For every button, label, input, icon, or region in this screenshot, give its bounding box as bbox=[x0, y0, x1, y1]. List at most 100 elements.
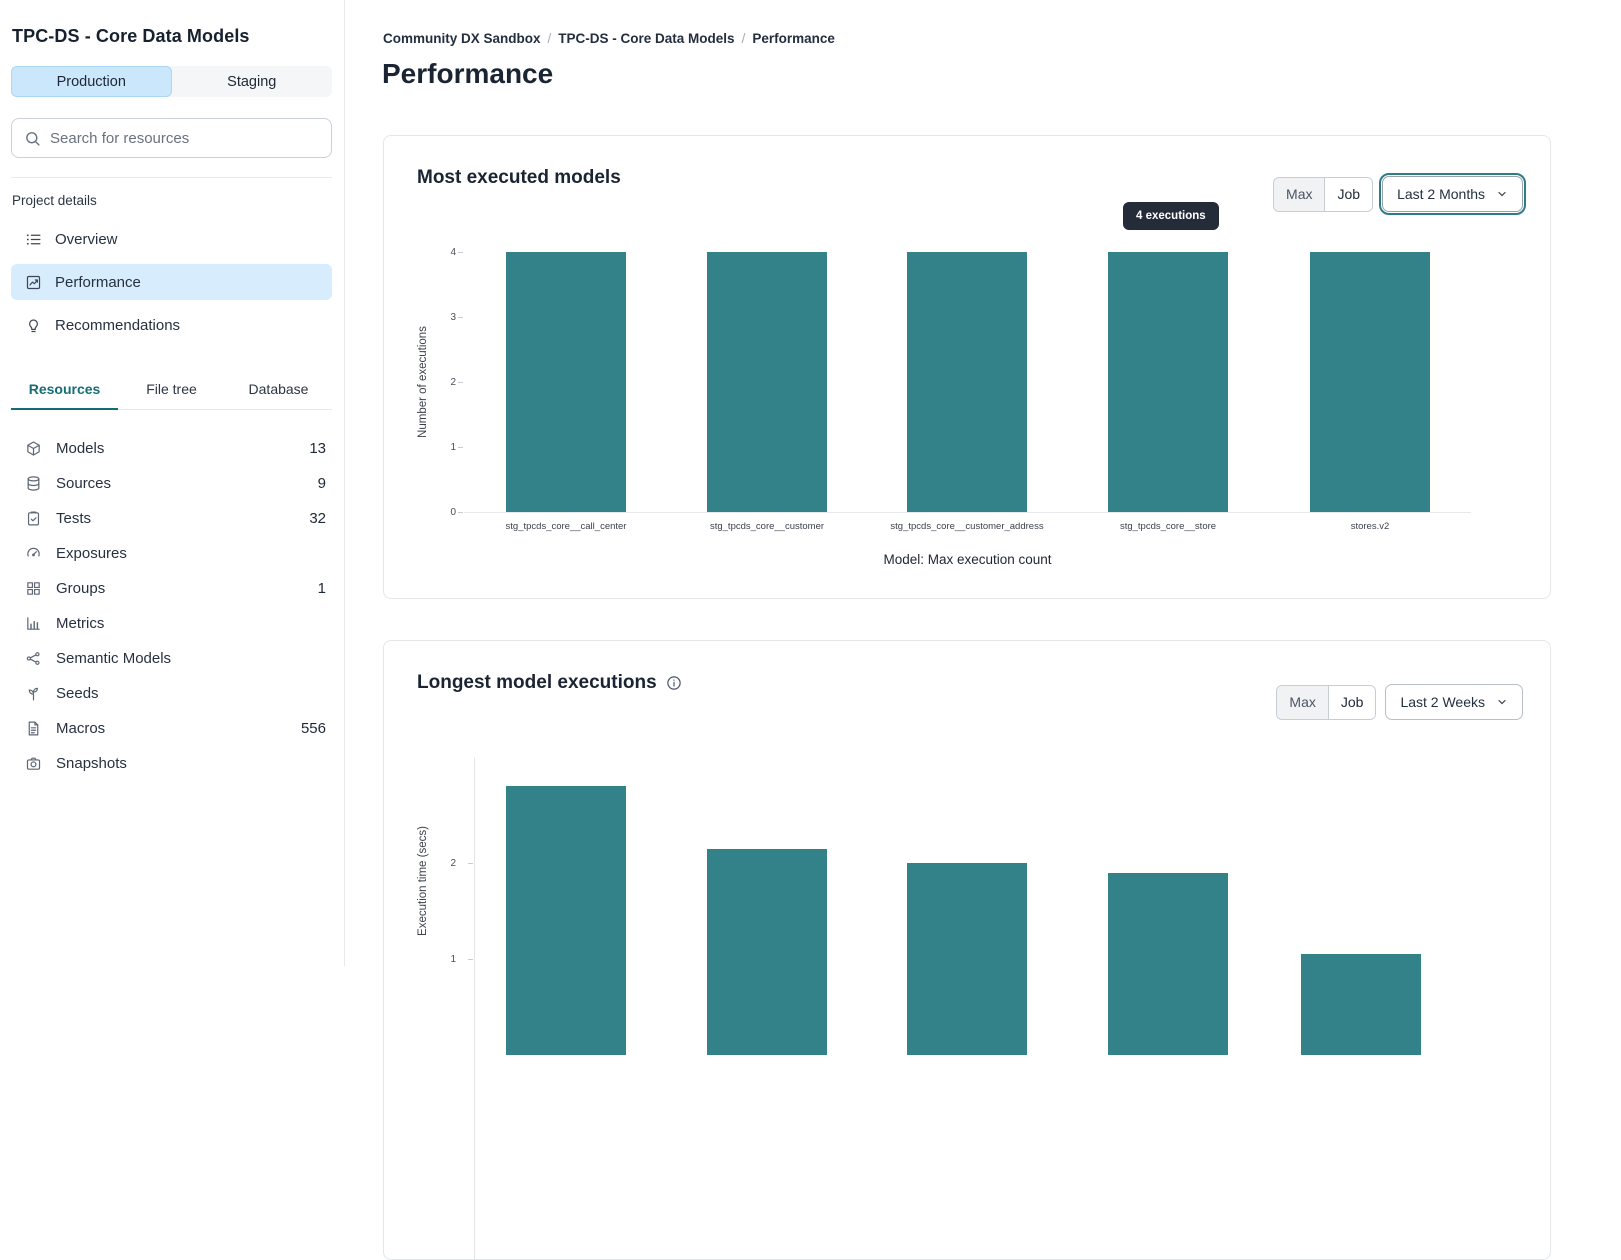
resource-item-groups[interactable]: Groups 1 bbox=[11, 571, 332, 606]
max-job-toggle: Max Job bbox=[1273, 176, 1374, 212]
search-input[interactable] bbox=[50, 129, 319, 147]
breadcrumb-account[interactable]: Community DX Sandbox bbox=[383, 31, 541, 46]
resource-item-metrics[interactable]: Metrics bbox=[11, 606, 332, 641]
longest-model-executions-card: Longest model executions Max Job Last 2 … bbox=[383, 640, 1551, 1260]
database-icon bbox=[25, 475, 42, 492]
search-box[interactable] bbox=[11, 118, 332, 158]
bar[interactable] bbox=[1310, 252, 1430, 512]
page-title: Performance bbox=[382, 58, 554, 89]
y-axis-line bbox=[474, 758, 475, 1259]
resource-count: 9 bbox=[317, 475, 326, 492]
chart-controls: Max Job Last 2 Weeks bbox=[1276, 684, 1523, 720]
resource-item-tests[interactable]: Tests 32 bbox=[11, 501, 332, 536]
y-tick-label: 3 bbox=[450, 312, 456, 323]
project-nav: Overview Performance Recommendations bbox=[11, 221, 332, 343]
resource-item-semantic-models[interactable]: Semantic Models bbox=[11, 641, 332, 676]
y-tick-mark bbox=[458, 252, 463, 253]
chart-controls: Max Job Last 2 Months bbox=[1273, 173, 1526, 215]
resource-list: Models 13 Sources 9 Tests 32 Exposures G… bbox=[11, 431, 332, 781]
x-tick-label: stores.v2 bbox=[1350, 521, 1390, 532]
gauge-icon bbox=[25, 545, 42, 562]
tab-resources[interactable]: Resources bbox=[11, 372, 118, 410]
bar[interactable] bbox=[1301, 954, 1421, 1055]
breadcrumb: Community DX Sandbox / TPC-DS - Core Data … bbox=[383, 31, 835, 46]
clipboard-check-icon bbox=[25, 510, 42, 527]
y-tick-label: 2 bbox=[450, 377, 456, 388]
resource-item-exposures[interactable]: Exposures bbox=[11, 536, 332, 571]
bar[interactable] bbox=[707, 252, 827, 512]
breadcrumb-current: Performance bbox=[752, 31, 835, 46]
chart-tooltip: 4 executions bbox=[1123, 202, 1219, 230]
sprout-icon bbox=[25, 685, 42, 702]
sidebar-item-overview[interactable]: Overview bbox=[11, 221, 332, 257]
bar[interactable] bbox=[506, 786, 626, 1055]
list-icon bbox=[25, 231, 42, 248]
camera-icon bbox=[25, 755, 42, 772]
graph-nodes-icon bbox=[25, 650, 42, 667]
most-executed-models-card: Most executed models Max Job Last 2 Mont… bbox=[383, 135, 1551, 599]
bar-chart: 0 1 2 3 4 stg_tpcds_core__call_center stg_tpcd… bbox=[384, 136, 1550, 598]
sidebar-item-recommendations[interactable]: Recommendations bbox=[11, 307, 332, 343]
resource-item-seeds[interactable]: Seeds bbox=[11, 676, 332, 711]
file-text-icon bbox=[25, 720, 42, 737]
y-tick-label: 1 bbox=[450, 442, 456, 453]
resource-item-models[interactable]: Models 13 bbox=[11, 431, 332, 466]
env-tab-production[interactable]: Production bbox=[11, 66, 172, 97]
env-tab-staging[interactable]: Staging bbox=[227, 73, 277, 90]
project-title: TPC-DS - Core Data Models bbox=[12, 26, 250, 46]
x-tick-label: stg_tpcds_core__customer bbox=[709, 521, 825, 532]
y-tick-label: 1 bbox=[450, 954, 456, 965]
bar[interactable] bbox=[1108, 872, 1228, 1055]
cube-icon bbox=[25, 440, 42, 457]
bar[interactable] bbox=[1108, 252, 1228, 512]
toggle-job-button[interactable]: Job bbox=[1327, 685, 1376, 719]
main-content: Community DX Sandbox / TPC-DS - Core Data … bbox=[346, 0, 1621, 1260]
lightbulb-icon bbox=[25, 317, 42, 334]
project-details-label: Project details bbox=[12, 193, 97, 208]
bar[interactable] bbox=[907, 863, 1027, 1055]
toggle-max-button[interactable]: Max bbox=[1274, 177, 1325, 211]
y-axis-label: Execution time (secs) bbox=[417, 826, 429, 936]
search-icon bbox=[26, 131, 40, 146]
x-tick-label: stg_tpcds_core__store bbox=[1119, 521, 1217, 532]
bar[interactable] bbox=[506, 252, 626, 512]
sidebar: TPC-DS - Core Data Models Production Sta… bbox=[0, 0, 345, 966]
y-tick-mark bbox=[458, 447, 463, 448]
tab-database[interactable]: Database bbox=[248, 381, 309, 397]
trend-chart-icon bbox=[25, 274, 42, 291]
breadcrumb-project[interactable]: TPC-DS - Core Data Models bbox=[558, 31, 735, 46]
time-range-dropdown[interactable]: Last 2 Months bbox=[1379, 173, 1526, 215]
tab-file-tree[interactable]: File tree bbox=[146, 381, 197, 397]
y-tick-mark bbox=[458, 512, 463, 513]
chart-title: Longest model executions bbox=[417, 672, 682, 694]
chevron-down-icon bbox=[1498, 191, 1506, 197]
bar[interactable] bbox=[907, 252, 1027, 512]
resource-count: 32 bbox=[309, 510, 326, 527]
info-icon[interactable] bbox=[666, 675, 682, 691]
sidebar-item-performance[interactable]: Performance bbox=[11, 264, 332, 300]
bar[interactable] bbox=[707, 848, 827, 1055]
resource-item-macros[interactable]: Macros 556 bbox=[11, 711, 332, 746]
chevron-down-icon bbox=[1498, 699, 1506, 705]
toggle-max-button[interactable]: Max bbox=[1277, 685, 1328, 719]
y-tick-mark bbox=[458, 382, 463, 383]
max-job-toggle: Max Job bbox=[1276, 684, 1377, 720]
time-range-dropdown[interactable]: Last 2 Weeks bbox=[1385, 684, 1523, 720]
chart-title: Most executed models bbox=[417, 167, 621, 188]
y-tick-mark bbox=[458, 317, 463, 318]
environment-toggle: Production Staging bbox=[11, 66, 332, 97]
resource-count: 556 bbox=[300, 720, 326, 737]
resource-item-snapshots[interactable]: Snapshots bbox=[11, 746, 332, 781]
sidebar-tabs: Resources File tree Database bbox=[11, 372, 332, 410]
y-tick-mark bbox=[468, 959, 473, 960]
resource-count: 13 bbox=[309, 440, 326, 457]
grid-icon bbox=[25, 580, 42, 597]
y-tick-label: 4 bbox=[450, 247, 456, 258]
y-tick-label: 2 bbox=[450, 858, 456, 869]
toggle-job-button[interactable]: Job bbox=[1324, 177, 1373, 211]
resource-count: 1 bbox=[317, 580, 326, 597]
resource-item-sources[interactable]: Sources 9 bbox=[11, 466, 332, 501]
x-tick-label: stg_tpcds_core__customer_address bbox=[890, 521, 1044, 532]
y-tick-label: 0 bbox=[450, 507, 456, 518]
